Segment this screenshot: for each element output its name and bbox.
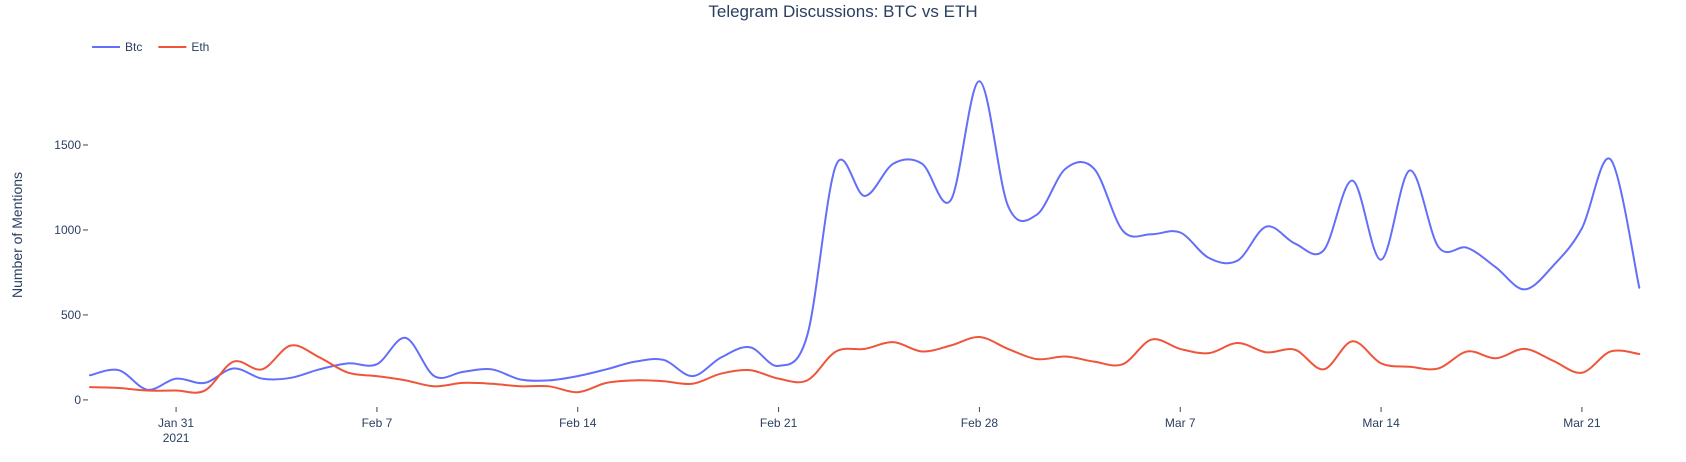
y-tick-label: 1000: [54, 223, 81, 237]
plot-area: [89, 80, 1641, 394]
y-tick-label: 500: [61, 308, 81, 322]
x-tick-label: Mar 7: [1165, 416, 1196, 430]
x-tick-label: Mar 21: [1563, 416, 1601, 430]
x-tick-label: Feb 7: [362, 416, 393, 430]
x-tick-label: Feb 14: [559, 416, 597, 430]
chart-title: Telegram Discussions: BTC vs ETH: [708, 2, 977, 21]
legend-label: Eth: [191, 40, 209, 54]
legend-item-btc[interactable]: Btc: [92, 40, 142, 54]
x-tick-label: Feb 21: [760, 416, 798, 430]
y-tick-label: 0: [74, 393, 81, 407]
legend: Btc Eth: [92, 40, 209, 54]
y-axis: 0 500 1000 1500: [54, 138, 88, 407]
y-axis-title: Number of Mentions: [9, 172, 25, 298]
x-tick-sublabel: 2021: [163, 431, 190, 445]
x-tick-label: Feb 28: [961, 416, 999, 430]
legend-item-eth[interactable]: Eth: [158, 40, 209, 54]
y-tick-label: 1500: [54, 138, 81, 152]
x-tick-label: Jan 31: [158, 416, 194, 430]
series-line-eth[interactable]: [89, 336, 1641, 394]
x-tick-label: Mar 14: [1362, 416, 1400, 430]
legend-label: Btc: [125, 40, 142, 54]
series-line-btc[interactable]: [89, 80, 1641, 391]
